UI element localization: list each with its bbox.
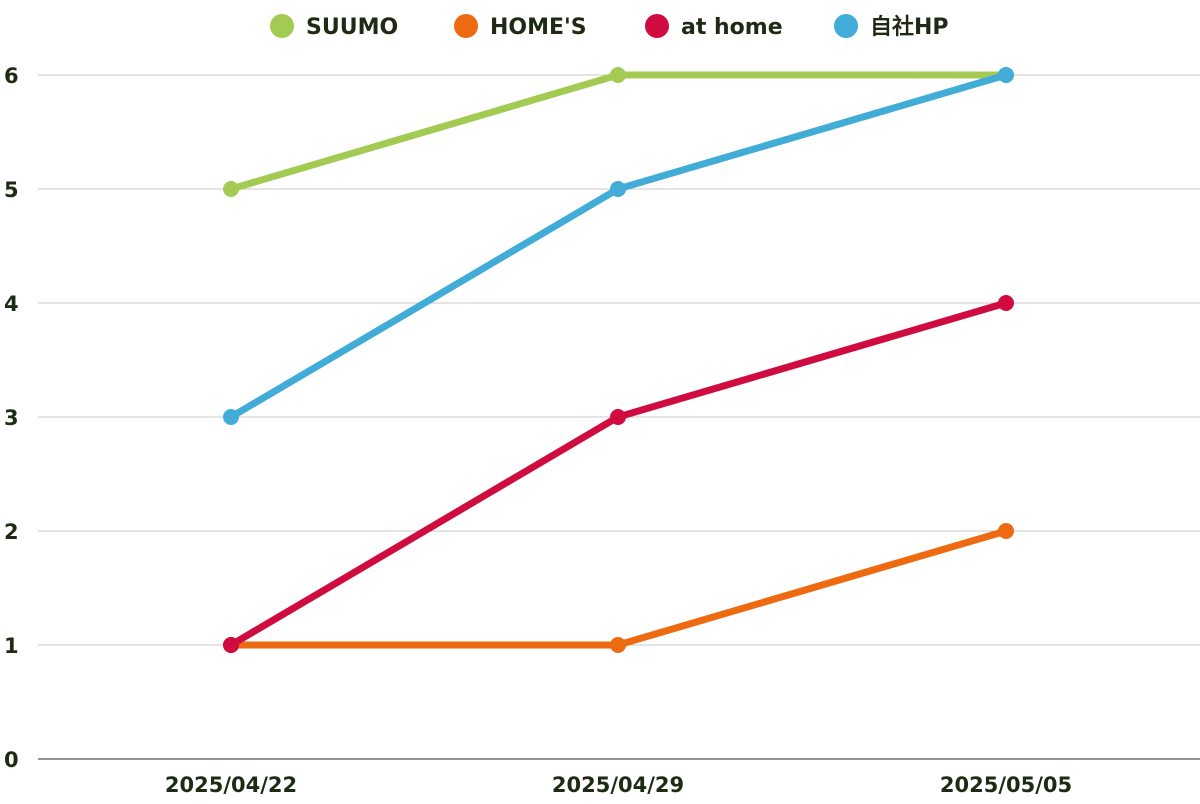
series-line-2 [227, 299, 1010, 649]
data-point [223, 409, 239, 425]
legend-swatch [270, 14, 294, 38]
data-point [610, 67, 626, 83]
y-tick-label: 1 [4, 634, 19, 658]
series-line-3 [227, 71, 1010, 421]
legend-item[interactable]: SUUMO [270, 14, 398, 40]
data-point [610, 637, 626, 653]
y-tick-label: 2 [4, 520, 19, 544]
y-tick-label: 5 [4, 178, 19, 202]
data-point [223, 181, 239, 197]
legend-item[interactable]: at home [645, 14, 783, 40]
legend-swatch [645, 14, 669, 38]
legend-swatch [834, 14, 858, 38]
legend-label: SUUMO [306, 15, 398, 40]
legend-item[interactable]: HOME'S [454, 14, 587, 40]
y-tick-label: 4 [4, 292, 19, 316]
series-lines [223, 67, 1014, 653]
data-point [998, 523, 1014, 539]
x-tick-label: 2025/05/05 [940, 773, 1072, 797]
y-tick-label: 3 [4, 406, 19, 430]
data-point [998, 295, 1014, 311]
data-point [223, 637, 239, 653]
x-tick-label: 2025/04/22 [165, 773, 297, 797]
legend-swatch [454, 14, 478, 38]
legend-label: 自社HP [870, 14, 949, 40]
data-point [610, 181, 626, 197]
gridlines [38, 74, 1200, 646]
series-line-0 [227, 71, 1010, 193]
y-tick-label: 6 [4, 64, 19, 88]
series-line-1 [227, 527, 1010, 649]
y-tick-label: 0 [4, 748, 19, 772]
axes: 0 1 2 3 4 5 6 2025/04/22 2025/04/29 2025/05/05 [4, 64, 1200, 797]
legend: SUUMO HOME'S at home 自社HP [270, 14, 949, 40]
data-point [998, 67, 1014, 83]
legend-label: at home [681, 15, 783, 40]
x-tick-label: 2025/04/29 [552, 773, 684, 797]
legend-item[interactable]: 自社HP [834, 14, 949, 40]
legend-label: HOME'S [490, 15, 587, 40]
data-point [610, 409, 626, 425]
